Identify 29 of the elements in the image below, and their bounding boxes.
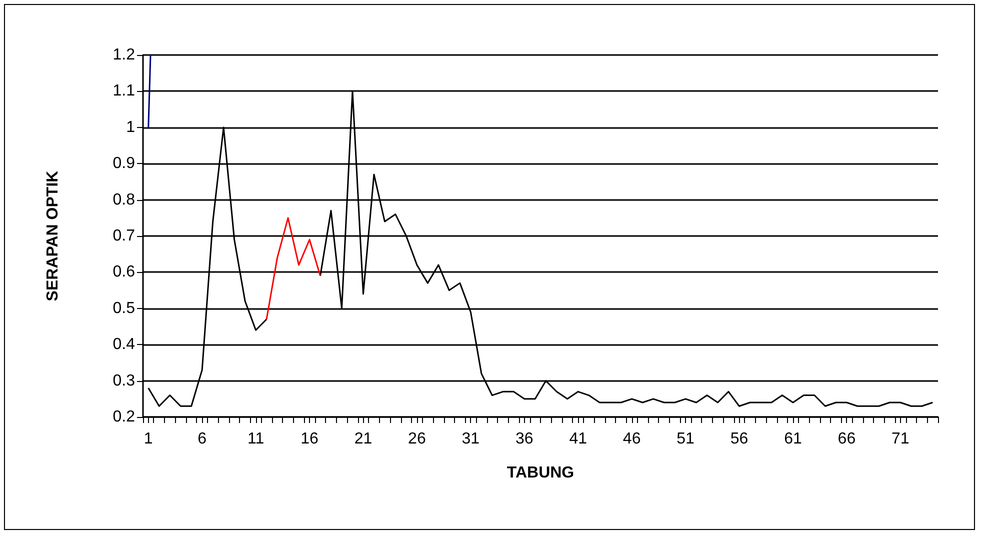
y-axis-title: SERAPAN OPTIK — [44, 170, 62, 302]
x-tick-label: 16 — [300, 430, 319, 448]
x-axis-title: TABUNG — [506, 464, 574, 482]
x-tick-label: 66 — [838, 430, 856, 448]
x-tick-label: 11 — [248, 430, 264, 448]
x-tick-label: 51 — [676, 430, 695, 448]
y-tick-label: 0.7 — [112, 228, 136, 244]
y-tick-label: 1.1 — [112, 82, 136, 100]
x-tick-label: 21 — [354, 430, 372, 448]
x-tick-label: 36 — [515, 430, 534, 448]
y-tick-label: 1 — [126, 118, 136, 136]
x-tick-label: 56 — [730, 430, 748, 448]
x-tick-label: 26 — [408, 430, 426, 448]
y-tick-label: 0.8 — [112, 191, 136, 208]
y-tick-label: 0.9 — [112, 155, 136, 172]
x-tick-label: 61 — [784, 430, 802, 448]
y-tick-label: 0.3 — [112, 372, 136, 390]
line-series — [266, 217, 322, 320]
y-tick-label: 0.4 — [112, 336, 136, 354]
y-tick-label: 1.2 — [112, 46, 136, 64]
x-tick-label: 46 — [622, 430, 641, 448]
y-tick-label: 0.2 — [112, 408, 136, 426]
x-tick-label: 6 — [198, 430, 207, 448]
y-tick-label: 0.6 — [112, 264, 136, 281]
x-tick-label: 71 — [892, 430, 910, 448]
x-tick-label: 1 — [144, 430, 153, 448]
y-tick-label: 0.5 — [112, 300, 136, 317]
x-tick-label: 31 — [462, 430, 480, 448]
x-tick-label: 41 — [569, 430, 588, 448]
